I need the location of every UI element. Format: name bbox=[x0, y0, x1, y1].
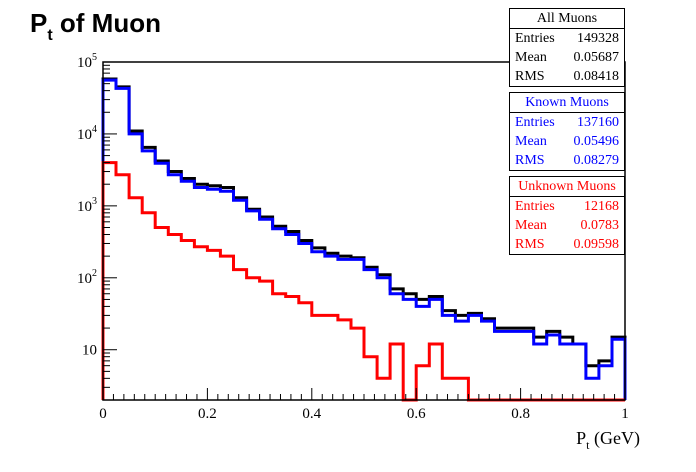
stats-row-entries: Entries 12168 bbox=[510, 197, 624, 216]
stats-value: 0.08279 bbox=[573, 153, 620, 168]
stats-box-known: Known Muons Entries 137160 Mean 0.05496 RM… bbox=[509, 92, 625, 171]
stats-row-entries: Entries 149328 bbox=[510, 29, 624, 48]
stats-row-entries: Entries 137160 bbox=[510, 113, 624, 132]
y-tick-label: 105 bbox=[77, 52, 97, 71]
stats-label: RMS bbox=[515, 69, 545, 84]
y-tick-label: 102 bbox=[77, 268, 97, 287]
stats-value: 0.05687 bbox=[573, 50, 620, 65]
y-tick-label: 104 bbox=[77, 124, 97, 143]
stats-value: 0.05496 bbox=[573, 134, 620, 149]
x-tick-label: 0 bbox=[99, 406, 107, 422]
xlabel-subscript: t bbox=[586, 438, 590, 452]
stats-label: RMS bbox=[515, 153, 545, 168]
title-subscript: t bbox=[47, 27, 53, 44]
axes-ticks: 0 0.2 0.4 0.6 0.8 1 10 102 103 104 105 bbox=[77, 52, 629, 422]
stats-row-mean: Mean 0.05687 bbox=[510, 48, 624, 67]
x-axis-label: Pt (GeV) bbox=[576, 428, 640, 452]
stats-row-rms: RMS 0.09598 bbox=[510, 235, 624, 254]
y-tick-label: 103 bbox=[77, 196, 97, 215]
x-tick-label: 0.2 bbox=[198, 406, 217, 422]
stats-row-rms: RMS 0.08418 bbox=[510, 67, 624, 86]
stats-box-title: All Muons bbox=[510, 9, 624, 29]
stats-row-mean: Mean 0.05496 bbox=[510, 132, 624, 151]
x-tick-label: 0.4 bbox=[302, 406, 321, 422]
stats-label: Entries bbox=[515, 199, 555, 214]
x-tick-label: 0.6 bbox=[407, 406, 426, 422]
stats-label: Mean bbox=[515, 134, 547, 149]
xlabel-rest: (GeV) bbox=[589, 428, 640, 448]
stats-value: 0.09598 bbox=[573, 237, 620, 252]
stats-label: Mean bbox=[515, 50, 547, 65]
stats-box-title: Known Muons bbox=[510, 93, 624, 113]
title-main: P bbox=[30, 8, 48, 38]
stats-row-rms: RMS 0.08279 bbox=[510, 151, 624, 170]
stats-value: 0.0783 bbox=[580, 218, 620, 233]
stats-label: Mean bbox=[515, 218, 547, 233]
histogram-line-known-muons bbox=[101, 78, 627, 400]
stats-value: 12168 bbox=[584, 199, 619, 214]
stats-box-title: Unknown Muons bbox=[510, 177, 624, 197]
stats-label: Entries bbox=[515, 31, 555, 46]
stats-label: Entries bbox=[515, 115, 555, 130]
stats-row-mean: Mean 0.0783 bbox=[510, 216, 624, 235]
stats-box-all: All Muons Entries 149328 Mean 0.05687 RMS 0… bbox=[509, 8, 625, 87]
y-tick-label: 10 bbox=[82, 343, 97, 359]
histogram-line-all-muons bbox=[101, 77, 627, 400]
stats-value: 137160 bbox=[577, 115, 619, 130]
x-tick-label: 0.8 bbox=[511, 406, 530, 422]
stats-value: 0.08418 bbox=[573, 69, 620, 84]
xlabel-main: P bbox=[576, 428, 587, 448]
chart-title: Pt of Muon bbox=[30, 8, 161, 44]
x-tick-label: 1 bbox=[621, 406, 629, 422]
title-rest: of Muon bbox=[52, 8, 161, 38]
stats-label: RMS bbox=[515, 237, 545, 252]
stats-value: 149328 bbox=[577, 31, 619, 46]
stats-box-unknown: Unknown Muons Entries 12168 Mean 0.0783 RM… bbox=[509, 176, 625, 255]
